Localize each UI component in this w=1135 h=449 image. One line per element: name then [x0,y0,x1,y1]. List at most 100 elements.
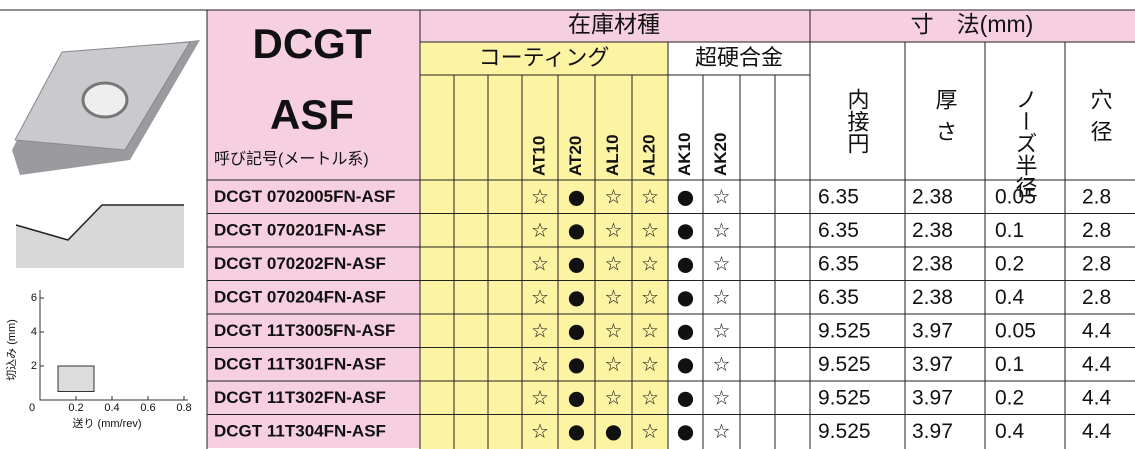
grade-mark: ☆ [605,285,623,309]
grade-label: AT10 [529,136,548,176]
grade-mark: ● [677,251,694,275]
dimension-value: 3.97 [912,386,953,409]
dimension-value: 4.4 [1082,386,1112,409]
x-tick-label: 0 [29,402,35,414]
grade-mark: ☆ [641,184,659,208]
dimension-value: 2.8 [1082,185,1111,208]
name-bg [207,414,420,448]
dimension-value: 0.4 [995,420,1025,443]
grade-mark: ● [568,218,585,242]
name-bg [207,314,420,348]
product-name: DCGT 070204FN-ASF [214,288,386,307]
dimension-value: 3.97 [912,420,953,443]
dimension-header: 穴径 [1088,88,1113,152]
grade-mark: ● [677,352,694,376]
product-name: DCGT 11T3005FN-ASF [214,321,395,340]
grade-label: AK20 [711,133,730,176]
dimension-value: 4.4 [1082,353,1112,376]
dimensions: 寸 法(mm) [911,11,1034,37]
grade-mark: ● [568,184,585,208]
grade-mark: ☆ [531,218,549,242]
dimension-value: 9.525 [818,319,871,342]
grade-mark: ☆ [531,352,549,376]
grade-mark: ☆ [713,385,731,409]
name-bg [207,381,420,415]
dimension-value: 2.8 [1082,286,1111,309]
grade-mark: ☆ [641,318,659,342]
dimension-value: 0.2 [995,386,1024,409]
dimension-value: 2.38 [912,185,953,208]
grade-mark: ● [677,285,694,309]
profile-image [15,204,184,268]
grade-mark: ☆ [531,285,549,309]
dimension-header: ノーズ半径 [1013,88,1038,198]
grade-mark: ● [568,251,585,275]
grade-mark: ☆ [531,184,549,208]
grade-mark: ● [677,318,694,342]
grade-mark: ☆ [641,285,659,309]
name-bg [207,247,420,281]
dimension-value: 9.525 [818,420,871,443]
grade-mark: ☆ [605,184,623,208]
product-name: DCGT 070202FN-ASF [214,254,386,273]
dimension-value: 0.2 [995,252,1024,275]
grade-mark: ☆ [713,318,731,342]
header-bg [420,10,1135,42]
grade-mark: ☆ [531,318,549,342]
name-bg [207,213,420,247]
grade-mark: ☆ [531,385,549,409]
grade-mark: ☆ [713,285,731,309]
grade-mark: ☆ [713,251,731,275]
coating: コーティング [479,45,610,70]
x-tick-label: 0.2 [68,402,83,414]
dimension-value: 6.35 [818,185,859,208]
product-name: DCGT 11T302FN-ASF [214,388,386,407]
grade-mark: ● [677,184,694,208]
name-bg [207,180,420,214]
dimension-value: 2.38 [912,219,953,242]
x-axis-label: 送り (mm/rev) [72,416,141,430]
grade-mark: ☆ [531,419,549,443]
feasible-region [57,365,95,392]
dimension-value: 2.38 [912,286,953,309]
dimension-value: 2.38 [912,252,953,275]
grade-mark: ☆ [605,318,623,342]
dimension-value: 6.35 [818,219,859,242]
name-bg [207,280,420,314]
grade-mark: ● [677,419,694,443]
grade-mark: ☆ [605,385,623,409]
grade-mark: ☆ [641,419,659,443]
grade-label: AL10 [603,134,622,176]
designation-label: 呼び記号(メートル系) [214,150,369,168]
product-name: DCGT 0702005FN-ASF [214,187,395,206]
grade-mark: ☆ [641,352,659,376]
grade-mark: ● [568,419,585,443]
dimension-value: 2.8 [1082,252,1111,275]
dimension-header: 内接円 [845,88,870,154]
dimension-value: 4.4 [1082,319,1112,342]
grade-mark: ● [568,352,585,376]
grade-mark: ☆ [713,352,731,376]
dimension-value: 4.4 [1082,420,1112,443]
chipbreaker: ASF [270,91,354,138]
grade-mark: ☆ [713,218,731,242]
product-name: DCGT 070201FN-ASF [214,221,386,240]
grade-mark: ● [568,318,585,342]
series-code: DCGT [253,20,372,67]
header-bg [207,10,420,180]
x-tick-label: 0.4 [104,402,119,414]
grade-mark: ☆ [641,251,659,275]
insert-image [12,40,200,175]
y-tick-label: 4 [31,326,37,338]
dimension-value: 6.35 [818,286,859,309]
grade-label: AL20 [639,134,658,176]
dimension-value: 0.1 [995,353,1024,376]
grade-mark: ☆ [713,419,731,443]
dimension-value: 6.35 [818,252,859,275]
dimension-value: 0.4 [995,286,1025,309]
grade-mark: ☆ [713,184,731,208]
name-bg [207,347,420,381]
y-tick-label: 6 [31,292,37,304]
grade-mark: ☆ [605,251,623,275]
